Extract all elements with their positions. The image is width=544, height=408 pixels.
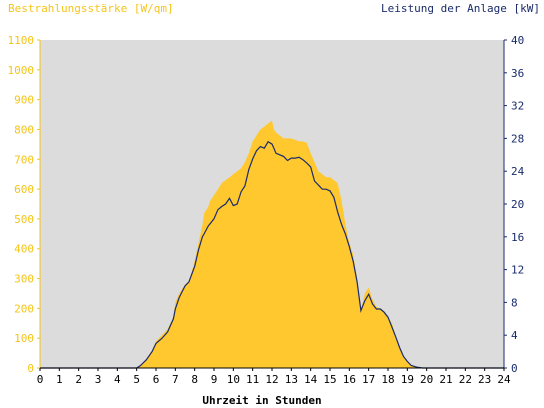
chart-marks	[40, 120, 504, 369]
x-tick-label: 2	[75, 373, 82, 386]
left-tick-label: 900	[14, 94, 34, 107]
x-tick-label: 21	[439, 373, 452, 386]
left-tick-label: 300	[14, 273, 34, 286]
right-tick-label: 28	[511, 132, 524, 145]
x-tick-label: 9	[211, 373, 218, 386]
x-tick-label: 17	[362, 373, 375, 386]
x-tick-label: 7	[172, 373, 179, 386]
right-tick-label: 16	[511, 231, 524, 244]
x-tick-label: 13	[285, 373, 298, 386]
x-tick-label: 22	[459, 373, 472, 386]
irradiance-area	[40, 120, 504, 368]
left-tick-label: 600	[14, 183, 34, 196]
x-tick-label: 15	[323, 373, 336, 386]
right-axis-title: Leistung der Anlage [kW]	[381, 2, 540, 15]
left-tick-label: 1000	[8, 64, 35, 77]
right-tick-label: 36	[511, 67, 524, 80]
x-tick-label: 12	[265, 373, 278, 386]
right-tick-label: 20	[511, 198, 524, 211]
left-tick-label: 800	[14, 123, 34, 136]
x-tick-label: 8	[191, 373, 198, 386]
x-tick-label: 10	[227, 373, 240, 386]
x-tick-label: 23	[478, 373, 491, 386]
right-tick-label: 0	[511, 362, 518, 375]
x-tick-label: 18	[381, 373, 394, 386]
left-tick-label: 1100	[8, 34, 35, 47]
x-tick-label: 16	[343, 373, 356, 386]
x-tick-label: 3	[95, 373, 102, 386]
right-tick-label: 32	[511, 100, 524, 113]
left-tick-label: 400	[14, 243, 34, 256]
x-tick-label: 11	[246, 373, 259, 386]
right-tick-label: 4	[511, 329, 518, 342]
right-tick-label: 12	[511, 264, 524, 277]
left-axis-title: Bestrahlungsstärke [W/qm]	[8, 2, 174, 15]
right-tick-label: 40	[511, 34, 524, 47]
x-tick-label: 0	[37, 373, 44, 386]
x-tick-label: 19	[401, 373, 414, 386]
x-tick-label: 6	[153, 373, 160, 386]
left-tick-label: 0	[27, 362, 34, 375]
x-tick-label: 4	[114, 373, 121, 386]
chart-axes: 0100200300400500600700800900100011000481…	[8, 34, 525, 386]
right-tick-label: 24	[511, 165, 525, 178]
x-tick-label: 14	[304, 373, 318, 386]
power-line	[40, 140, 504, 369]
x-tick-label: 5	[133, 373, 140, 386]
left-tick-label: 200	[14, 302, 34, 315]
left-tick-label: 700	[14, 153, 34, 166]
right-tick-label: 8	[511, 296, 518, 309]
x-tick-label: 20	[420, 373, 433, 386]
x-tick-label: 1	[56, 373, 63, 386]
x-axis-title: Uhrzeit in Stunden	[202, 394, 321, 407]
left-tick-label: 100	[14, 332, 34, 345]
left-tick-label: 500	[14, 213, 34, 226]
x-tick-label: 24	[497, 373, 511, 386]
